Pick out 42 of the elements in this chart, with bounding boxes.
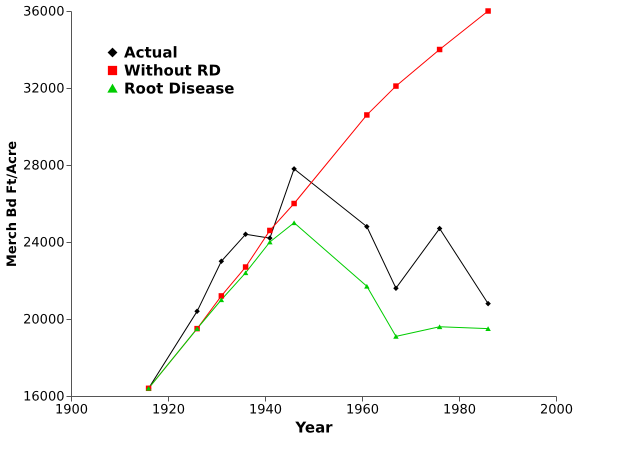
point <box>242 270 248 276</box>
y-tick-label: 28000 <box>23 158 64 174</box>
x-tick-label: 1900 <box>54 402 88 418</box>
y-axis-title: Merch Bd Ft/Acre <box>5 140 20 268</box>
x-tick-label: 1920 <box>152 402 186 418</box>
x-tick-label: 2000 <box>540 402 574 418</box>
legend-label: Without RD <box>124 62 221 80</box>
point <box>485 8 491 14</box>
point <box>364 284 370 289</box>
point <box>267 240 273 244</box>
x-tick-label: 1960 <box>346 402 380 418</box>
point <box>291 166 297 172</box>
point <box>218 293 224 299</box>
point <box>364 112 370 118</box>
point <box>485 326 491 331</box>
point <box>485 300 491 306</box>
point <box>393 83 399 89</box>
point <box>291 220 297 226</box>
y-tick-label: 36000 <box>23 4 64 20</box>
point <box>436 324 442 330</box>
point <box>267 235 273 241</box>
point <box>436 46 442 52</box>
point <box>364 224 370 230</box>
y-tick-label: 24000 <box>23 236 64 250</box>
point <box>242 232 248 238</box>
legend-label: Actual <box>124 44 178 62</box>
point <box>393 334 399 339</box>
point <box>393 285 399 291</box>
x-axis-title: Year <box>294 418 334 436</box>
x-tick-label: 1940 <box>248 402 282 418</box>
y-tick-label: 16000 <box>23 390 64 404</box>
legend-label: Root Disease <box>124 80 234 98</box>
point <box>194 308 200 314</box>
point <box>218 297 224 302</box>
point <box>436 226 442 232</box>
y-tick-label: 32000 <box>23 82 64 96</box>
x-tick-label: 1980 <box>442 402 476 418</box>
point <box>291 200 297 206</box>
point <box>218 258 224 264</box>
point <box>242 264 248 270</box>
y-tick-label: 20000 <box>23 312 64 328</box>
point <box>267 228 273 234</box>
